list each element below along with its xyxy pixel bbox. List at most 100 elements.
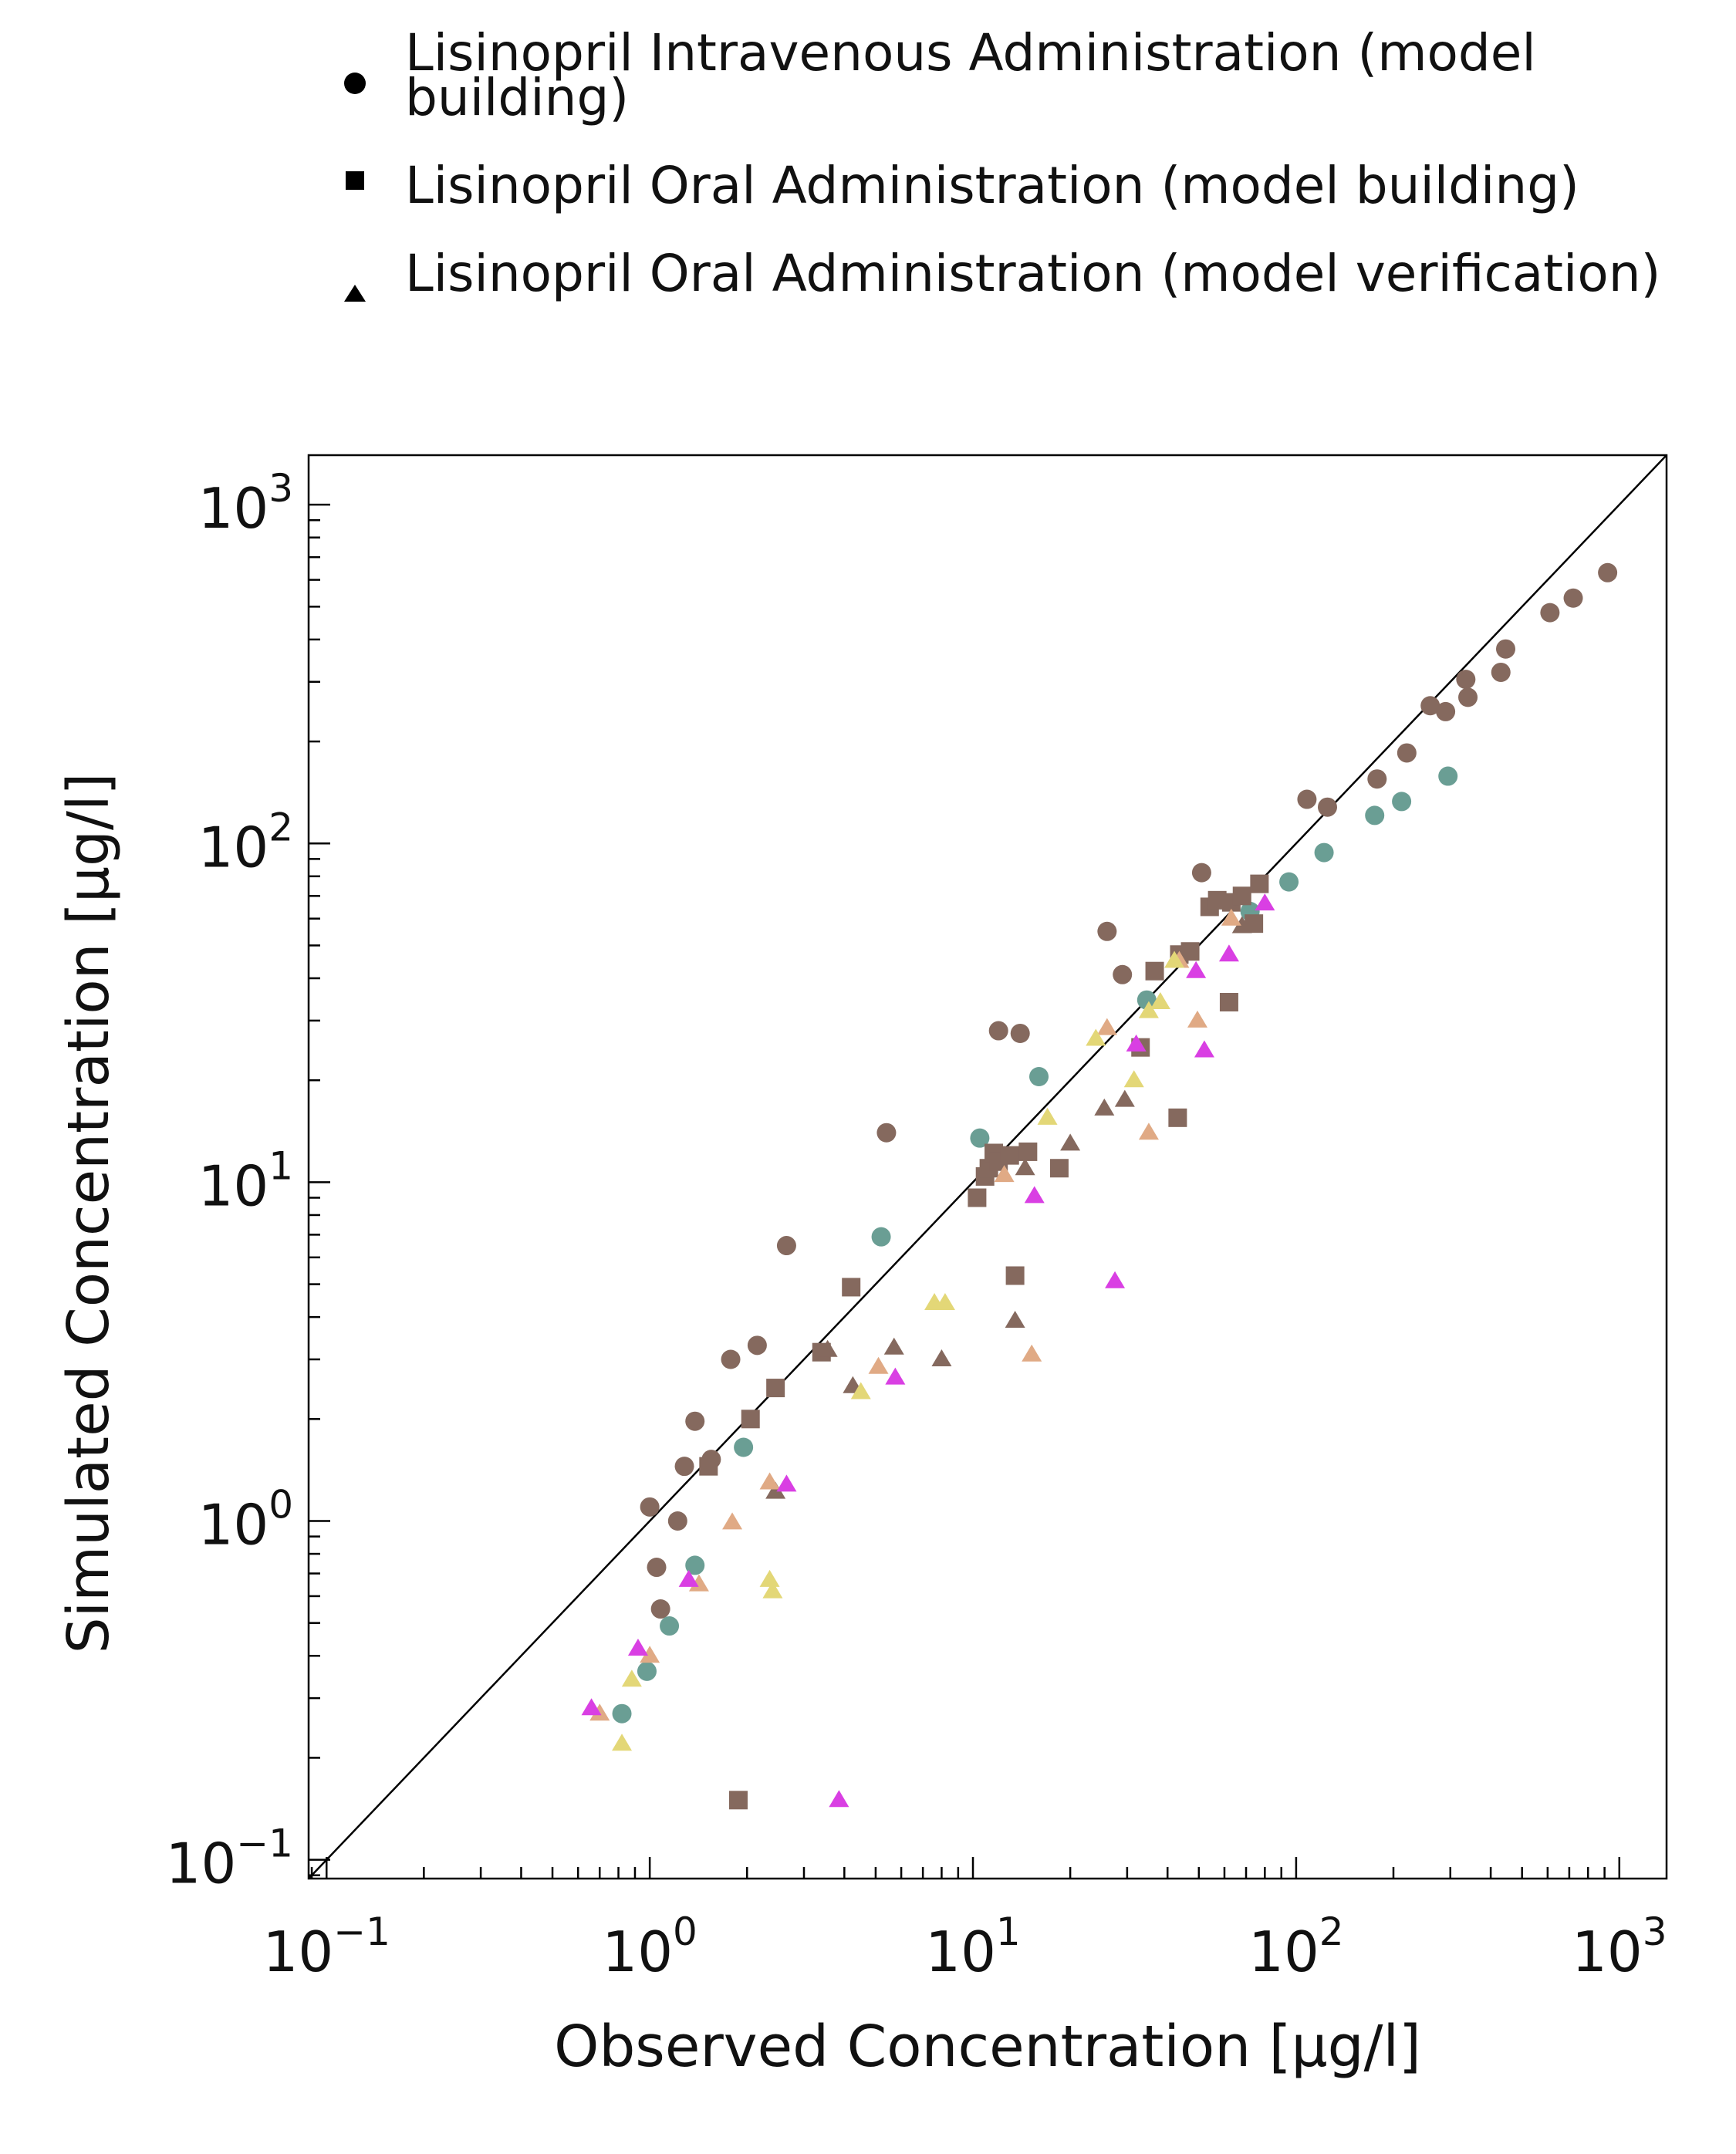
data-point-triangle-magenta [581, 1698, 602, 1716]
x-tick-label: 10−1 [263, 1909, 390, 1984]
data-point-circle-brown [1563, 588, 1583, 608]
plot-frame [307, 454, 1668, 1880]
data-point-triangle-magenta [829, 1790, 849, 1808]
data-point-triangle-yellow [1150, 992, 1170, 1010]
data-point-triangle-magenta [1186, 961, 1207, 978]
legend-label-oral-verification: Lisinopril Oral Administration (model ve… [405, 244, 1661, 303]
data-point-circle-teal [612, 1703, 632, 1724]
data-point-circle-teal [637, 1661, 657, 1681]
data-point-circle-teal [1365, 805, 1385, 825]
data-point-triangle-tan [1022, 1344, 1042, 1362]
data-point-square-brown [1018, 1142, 1038, 1161]
data-point-circle-brown [1297, 789, 1317, 809]
y-tick-label: 100 [198, 1483, 293, 1558]
data-point-triangle-yellow [762, 1581, 783, 1599]
legend-triangle-marker [332, 271, 378, 317]
data-point-circle-teal [1137, 990, 1157, 1010]
data-point-circle-brown [674, 1457, 694, 1477]
data-point-square-brown [842, 1278, 861, 1297]
data-point-circle-brown [667, 1511, 687, 1531]
y-tick-label: 10−1 [166, 1821, 293, 1896]
data-point-triangle-magenta [885, 1367, 906, 1385]
data-point-square-brown [1180, 942, 1200, 961]
data-point-triangle-tan [759, 1472, 780, 1490]
x-axis-label: Observed Concentration [µg/l] [554, 2014, 1421, 2080]
data-point-circle-brown [1495, 639, 1515, 659]
data-point-triangle-yellow [612, 1734, 633, 1751]
data-point-circle-brown [1397, 743, 1417, 763]
data-point-circle-brown [1456, 670, 1476, 690]
data-point-circle-brown [1191, 863, 1211, 883]
data-point-circle-brown [650, 1599, 670, 1619]
legend-square-marker [332, 157, 378, 204]
data-point-circle-teal [871, 1227, 891, 1247]
data-point-circle-brown [685, 1411, 705, 1431]
data-point-square-brown [1168, 1108, 1187, 1127]
data-point-square-brown [699, 1457, 718, 1476]
x-tick-label: 101 [925, 1909, 1020, 1984]
data-point-circle-teal [1314, 842, 1334, 863]
data-point-circle-teal [1392, 792, 1412, 812]
y-tick-label: 102 [198, 805, 293, 879]
data-point-triangle-yellow [1138, 1001, 1159, 1018]
data-point-triangle-magenta [776, 1474, 797, 1492]
data-point-triangle-yellow [621, 1670, 642, 1687]
data-point-triangle-tan [868, 1356, 889, 1374]
data-point-square-brown [1049, 1159, 1069, 1178]
legend-label-iv: Lisinopril Intravenous Administration (m… [405, 23, 1536, 127]
data-point-triangle-brown [1094, 1098, 1115, 1116]
data-point-circle-brown [1458, 687, 1478, 707]
x-tick-label: 103 [1572, 1909, 1667, 1984]
data-point-circle-teal [970, 1128, 990, 1148]
data-point-circle-brown [776, 1236, 796, 1256]
data-point-circle-teal [660, 1616, 680, 1636]
data-point-triangle-yellow [1037, 1107, 1058, 1125]
x-tick-label: 102 [1248, 1909, 1343, 1984]
data-point-triangle-tan [1187, 1010, 1207, 1028]
data-point-circle-brown [640, 1497, 660, 1517]
labels-layer: 10−1 100 101 102 103 10−1 100 101 102 103 Observed… [56, 466, 1667, 2080]
data-point-triangle-brown [1060, 1133, 1081, 1151]
data-point-square-brown [1219, 993, 1238, 1012]
data-point-triangle-magenta [678, 1569, 699, 1587]
data-point-triangle-brown [1015, 1158, 1035, 1176]
data-point-circle-brown [876, 1123, 897, 1143]
data-point-circle-brown [1010, 1023, 1030, 1043]
data-point-circle-brown [747, 1335, 767, 1356]
data-point-circle-teal [1279, 872, 1299, 892]
data-point-triangle-yellow [850, 1382, 871, 1399]
x-tick-label: 100 [602, 1909, 697, 1984]
data-point-circle-teal [1438, 766, 1458, 786]
data-point-triangle-brown [1005, 1310, 1025, 1328]
data-point-triangle-yellow [1086, 1028, 1106, 1046]
data-point-triangle-yellow [759, 1569, 780, 1587]
data-point-square-brown [968, 1188, 987, 1207]
data-point-circle-teal [734, 1437, 754, 1457]
data-point-circle-brown [1317, 797, 1337, 817]
data-point-circle-brown [721, 1349, 741, 1369]
data-point-triangle-tan [589, 1703, 610, 1721]
data-point-triangle-yellow [1123, 1070, 1144, 1088]
data-point-circle-brown [1540, 603, 1560, 623]
data-point-circle-brown [1367, 769, 1387, 789]
data-point-square-brown [1250, 874, 1269, 893]
data-point-circle-brown [1420, 696, 1440, 716]
data-point-circle-brown [1436, 701, 1456, 721]
data-point-triangle-brown [883, 1337, 904, 1355]
legend-label-oral-building: Lisinopril Oral Administration (model bu… [405, 156, 1579, 215]
data-point-triangle-tan [994, 1165, 1015, 1183]
y-axis-label: Simulated Concentration [µg/l] [56, 773, 122, 1654]
legend-entry-oral-building: Lisinopril Oral Administration (model bu… [309, 160, 1713, 211]
data-point-circle-brown [988, 1021, 1008, 1041]
data-point-circle-brown [647, 1558, 667, 1578]
data-point-circle-teal [1029, 1066, 1049, 1086]
data-point-square-brown [741, 1410, 760, 1429]
data-point-triangle-magenta [627, 1638, 648, 1656]
legend: Lisinopril Intravenous Administration (m… [309, 28, 1713, 339]
data-point-circle-brown [1113, 964, 1133, 984]
data-point-square-brown [1232, 886, 1251, 906]
marks-layer [581, 562, 1618, 1810]
data-point-triangle-magenta [1194, 1040, 1214, 1058]
